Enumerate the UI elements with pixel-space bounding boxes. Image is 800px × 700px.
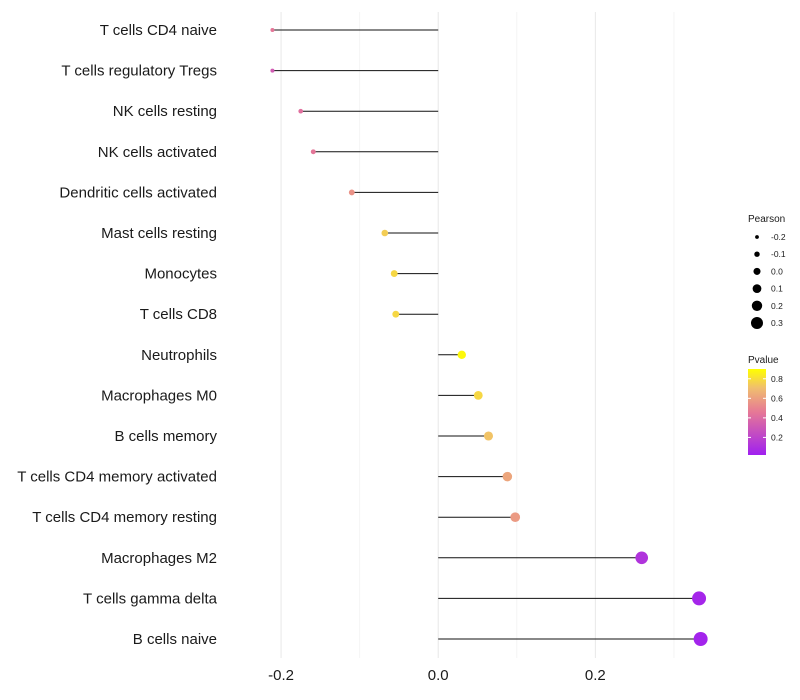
pearson-legend-dot bbox=[750, 316, 764, 330]
point-11 bbox=[502, 471, 513, 482]
pearson-legend-label: -0.1 bbox=[771, 249, 786, 259]
lollipop-points bbox=[270, 28, 708, 646]
x-tick-label: 0.0 bbox=[428, 667, 449, 684]
pearson-legend-dot bbox=[755, 235, 759, 239]
category-label: Mast cells resting bbox=[101, 225, 217, 242]
pearson-legend-dot bbox=[753, 267, 761, 275]
pearson-size-legend: Pearson -0.2 -0.1 0.0 0.1 0.2 0.3 bbox=[748, 214, 786, 330]
category-labels: T cells CD4 naive T cells regulatory Treg… bbox=[17, 22, 217, 648]
pearson-legend-title: Pearson bbox=[748, 214, 785, 225]
pvalue-colorbar bbox=[748, 369, 766, 455]
category-label: B cells memory bbox=[114, 428, 217, 445]
pvalue-color-legend: Pvalue 0.8 0.6 0.4 0.2 bbox=[748, 355, 783, 455]
point-2 bbox=[298, 108, 304, 114]
category-label: Macrophages M0 bbox=[101, 387, 217, 404]
point-0 bbox=[270, 28, 275, 32]
category-label: T cells CD4 memory activated bbox=[17, 469, 217, 486]
pearson-legend-label: 0.2 bbox=[771, 301, 783, 311]
x-axis-ticks: -0.2 0.0 0.2 bbox=[268, 667, 606, 684]
point-1 bbox=[270, 68, 275, 73]
category-label: NK cells activated bbox=[98, 144, 217, 161]
pearson-legend-label: -0.2 bbox=[771, 232, 786, 242]
category-label: NK cells resting bbox=[113, 103, 217, 120]
pearson-legend-label: 0.0 bbox=[771, 266, 783, 276]
lollipop-stems bbox=[272, 29, 701, 640]
pvalue-legend-label: 0.6 bbox=[771, 393, 783, 403]
category-label: Monocytes bbox=[144, 266, 217, 283]
pearson-legend-label: 0.3 bbox=[771, 318, 783, 328]
point-10 bbox=[483, 431, 494, 441]
point-6 bbox=[390, 270, 398, 278]
pearson-legend-dot bbox=[751, 300, 763, 311]
pearson-legend-dot bbox=[754, 251, 760, 257]
point-12 bbox=[510, 512, 521, 523]
pvalue-legend-label: 0.2 bbox=[771, 432, 783, 442]
category-label: T cells gamma delta bbox=[83, 590, 218, 607]
point-3 bbox=[310, 149, 316, 155]
point-4 bbox=[348, 189, 355, 196]
category-label: T cells CD4 memory resting bbox=[32, 509, 217, 526]
pvalue-legend-label: 0.4 bbox=[771, 413, 783, 423]
point-9 bbox=[473, 390, 483, 400]
category-label: Dendritic cells activated bbox=[59, 184, 217, 201]
point-8 bbox=[457, 350, 466, 360]
pearson-legend-dot bbox=[752, 284, 762, 293]
x-tick-label: 0.2 bbox=[585, 667, 606, 684]
grid-lines bbox=[280, 12, 675, 658]
pearson-legend-label: 0.1 bbox=[771, 284, 783, 294]
category-label: Neutrophils bbox=[141, 347, 217, 364]
category-label: T cells regulatory Tregs bbox=[61, 63, 217, 80]
category-label: B cells naive bbox=[133, 631, 217, 648]
point-7 bbox=[392, 310, 400, 318]
point-15 bbox=[693, 632, 708, 646]
pvalue-legend-title: Pvalue bbox=[748, 355, 779, 366]
point-13 bbox=[635, 551, 649, 565]
x-tick-label: -0.2 bbox=[268, 667, 294, 684]
category-label: Macrophages M2 bbox=[101, 550, 217, 567]
pvalue-legend-label: 0.8 bbox=[771, 374, 783, 384]
point-14 bbox=[692, 591, 707, 606]
point-5 bbox=[381, 229, 389, 237]
category-label: T cells CD4 naive bbox=[100, 22, 217, 39]
category-label: T cells CD8 bbox=[140, 306, 217, 323]
